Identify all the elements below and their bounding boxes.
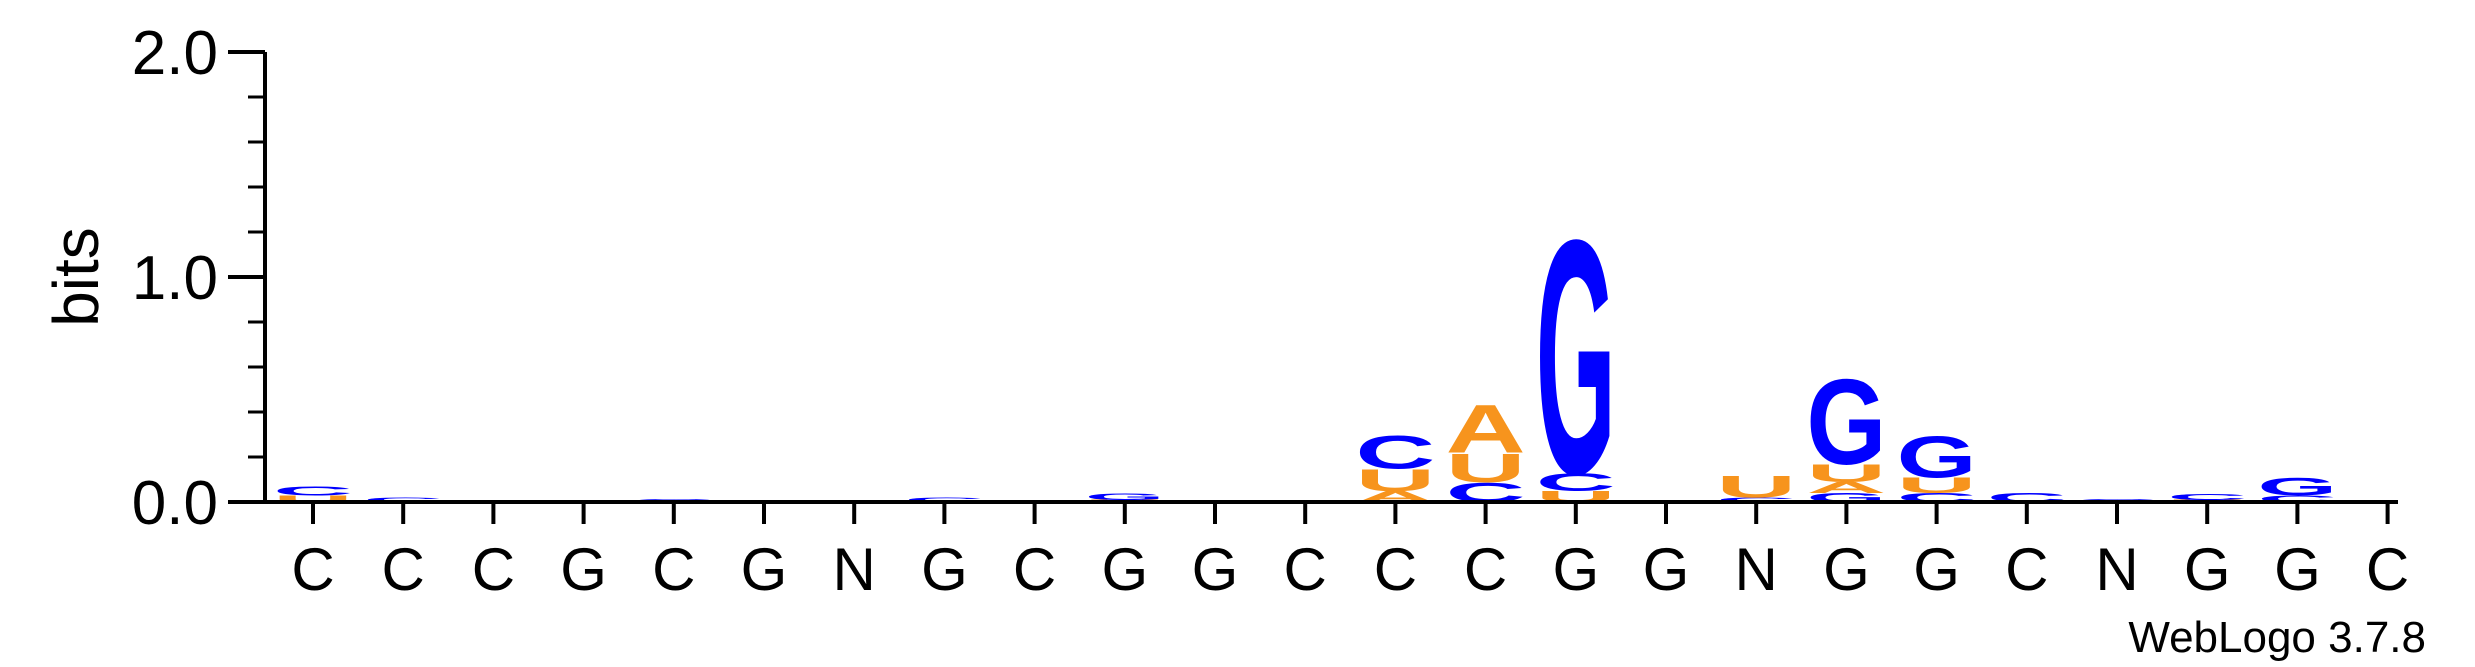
y-ticks: 0.0 1.0 2.0: [132, 19, 265, 538]
logo-letter-g: G: [1806, 354, 1886, 490]
logo-letter-g: G: [1085, 491, 1165, 501]
logo-letter-c: C: [1355, 426, 1435, 478]
y-axis-label: bits: [40, 227, 112, 327]
x-tick-label: G: [2274, 536, 2321, 603]
logo-letter-c: C: [1716, 496, 1796, 503]
x-tick-label: C: [1284, 536, 1327, 603]
x-tick-label: C: [2366, 536, 2409, 603]
logo-letter-c: C: [2257, 494, 2337, 504]
x-tick-label: G: [1552, 536, 1599, 603]
x-tick-label: C: [1374, 536, 1417, 603]
x-tick-label: G: [921, 536, 968, 603]
x-tick-label: G: [1643, 536, 1690, 603]
logo-letter-c: C: [904, 496, 984, 503]
x-tick-label: C: [1464, 536, 1507, 603]
logo-letter-c: C: [273, 484, 353, 498]
logo-letter-g: G: [1897, 424, 1977, 490]
x-tick-label: N: [2095, 536, 2138, 603]
weblogo-credit: WebLogo 3.7.8: [2128, 613, 2426, 662]
x-tick-label: C: [382, 536, 425, 603]
x-tick-label: C: [2005, 536, 2048, 603]
x-tick-label: G: [560, 536, 607, 603]
logo-letter-a: A: [1806, 479, 1886, 497]
x-tick-label: G: [1913, 536, 1960, 603]
logo-letter-g: G: [1536, 171, 1616, 544]
x-tick-label: G: [1823, 536, 1870, 603]
x-tick-label: C: [291, 536, 334, 603]
y-tick-label: 1.0: [132, 244, 218, 313]
logo-letter-u: U: [1716, 469, 1796, 504]
x-tick-label: G: [2184, 536, 2231, 603]
x-tick-label: C: [652, 536, 695, 603]
y-tick-label: 2.0: [132, 19, 218, 88]
x-tick-label: N: [1735, 536, 1778, 603]
logo-letter-g: G: [2257, 473, 2337, 501]
logo-letter-c: C: [2167, 493, 2247, 502]
x-tick-label: C: [472, 536, 515, 603]
letter-stacks: UCCCCCUGCAUCCUAUCGCUGAUGCUGCCUCCG: [273, 171, 2337, 544]
logo-letter-a: A: [1446, 391, 1526, 468]
y-tick-label: 0.0: [132, 469, 218, 538]
x-tick-label: G: [741, 536, 788, 603]
x-tick-label: N: [833, 536, 876, 603]
logo-letter-u: U: [273, 494, 353, 504]
x-tick-label: G: [1101, 536, 1148, 603]
logo-letter-c: C: [1536, 468, 1616, 496]
logo-letter-c: C: [363, 496, 443, 503]
logo-letter-u: U: [1897, 473, 1977, 497]
logo-letter-u: U: [1446, 445, 1526, 491]
x-tick-label: C: [1013, 536, 1056, 603]
x-tick-label: G: [1192, 536, 1239, 603]
logo-letter-u: U: [1355, 463, 1435, 498]
logo-letter-u: U: [1806, 459, 1886, 487]
